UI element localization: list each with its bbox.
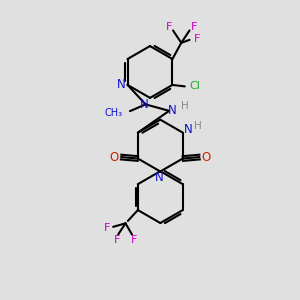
Text: N: N [184, 123, 193, 136]
Text: N: N [117, 78, 125, 92]
Text: CH₃: CH₃ [105, 108, 123, 118]
Text: N: N [140, 98, 148, 111]
Text: O: O [110, 151, 119, 164]
Text: F: F [104, 223, 110, 233]
Text: O: O [202, 151, 211, 164]
Text: H: H [194, 121, 202, 131]
Text: F: F [190, 22, 197, 32]
Text: Cl: Cl [190, 81, 200, 92]
Text: F: F [194, 34, 201, 44]
Text: F: F [166, 22, 172, 32]
Text: N: N [168, 104, 176, 117]
Text: N: N [155, 171, 164, 184]
Text: H: H [182, 101, 189, 111]
Text: F: F [131, 235, 137, 244]
Text: F: F [113, 235, 120, 244]
